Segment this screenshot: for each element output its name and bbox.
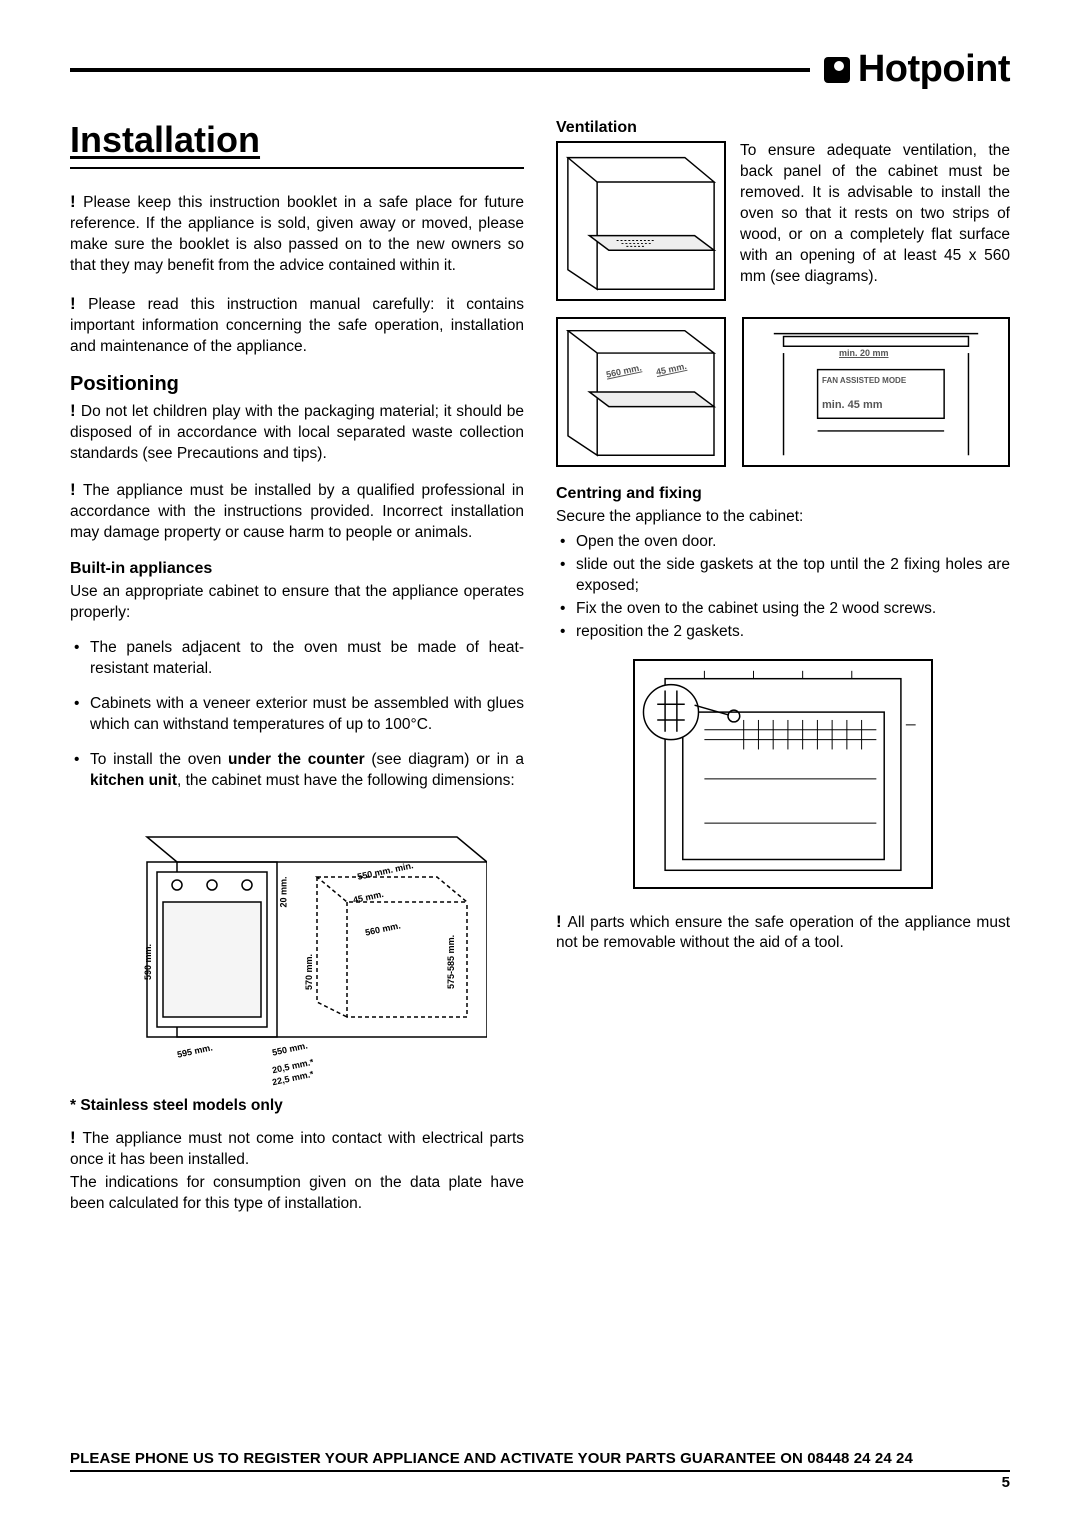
cabinet-figure: 590 mm. 20 mm. 570 mm. 550 mm. min. 45 m… [107,807,487,1087]
right-column: Ventilation To ensure adequate ventilati… [556,119,1010,1231]
consumption-para: The indications for consumption given on… [70,1173,524,1215]
cbullet-2: slide out the side gaskets at the top un… [556,555,1010,597]
ventilation-figure-3: min. 20 mm FAN ASSISTED MODE min. 45 mm [742,317,1010,467]
dim-575: 575-585 mm. [447,935,457,989]
header-rule [70,68,810,72]
brand: Hotpoint [810,48,1010,91]
intro-para-1: ! Please keep this instruction booklet i… [70,191,524,277]
ventilation-heading: Ventilation [556,119,1010,137]
electrical-para: ! The appliance must not come into conta… [70,1127,524,1171]
builtin-heading: Built-in appliances [70,560,524,578]
bullet-1: The panels adjacent to the oven must be … [70,638,524,680]
cbullet-1: Open the oven door. [556,532,1010,553]
safety-para: ! All parts which ensure the safe operat… [556,911,1010,955]
cbullet-3: Fix the oven to the cabinet using the 2 … [556,599,1010,620]
ventilation-text: To ensure adequate ventilation, the back… [740,141,1010,301]
page-number: 5 [70,1474,1010,1491]
content-columns: Installation ! Please keep this instruct… [70,119,1010,1231]
dim-20: 20 mm. [280,877,290,908]
dim-590: 590 mm. [144,944,154,980]
footer: PLEASE PHONE US TO REGISTER YOUR APPLIAN… [70,1450,1010,1491]
ventilation-figure-1 [556,141,726,301]
centring-figure [633,659,933,889]
brand-icon [824,57,850,83]
safety-text: All parts which ensure the safe operatio… [556,914,1010,952]
positioning-heading: Positioning [70,373,524,396]
builtin-bullets: The panels adjacent to the oven must be … [70,638,524,792]
register-line: PLEASE PHONE US TO REGISTER YOUR APPLIAN… [70,1450,1010,1472]
cbullet-4: reposition the 2 gaskets. [556,622,1010,643]
dim-570: 570 mm. [305,954,315,990]
page-title: Installation [70,119,524,169]
positioning-para-2: ! The appliance must be installed by a q… [70,479,524,544]
positioning-text-1: Do not let children play with the packag… [70,403,524,462]
centring-bullets: Open the oven door. slide out the side g… [556,532,1010,643]
ventilation-block: To ensure adequate ventilation, the back… [556,141,1010,301]
ventilation-figures-row: 560 mm. 45 mm. min. 20 mm FAN ASSISTED M… [556,317,1010,467]
positioning-text-2: The appliance must be installed by a qua… [70,482,524,541]
header-bar: Hotpoint [70,48,1010,91]
intro-text-1: Please keep this instruction booklet in … [70,194,524,274]
left-column: Installation ! Please keep this instruct… [70,119,524,1231]
fig3-mode: FAN ASSISTED MODE [822,377,906,386]
builtin-intro: Use an appropriate cabinet to ensure tha… [70,582,524,624]
positioning-para-1: ! Do not let children play with the pack… [70,400,524,465]
electrical-text: The appliance must not come into contact… [70,1130,524,1168]
fig3-20: min. 20 mm [839,349,889,359]
bullet-3: To install the oven under the counter (s… [70,750,524,792]
centring-heading: Centring and fixing [556,485,1010,503]
bullet-2: Cabinets with a veneer exterior must be … [70,694,524,736]
ventilation-figure-2: 560 mm. 45 mm. [556,317,726,467]
intro-para-2: ! Please read this instruction manual ca… [70,293,524,358]
brand-text: Hotpoint [858,48,1010,91]
centring-intro: Secure the appliance to the cabinet: [556,507,1010,528]
intro-text-2: Please read this instruction manual care… [70,296,524,355]
fig3-45: min. 45 mm [822,399,883,411]
stainless-note: * Stainless steel models only [70,1097,524,1115]
